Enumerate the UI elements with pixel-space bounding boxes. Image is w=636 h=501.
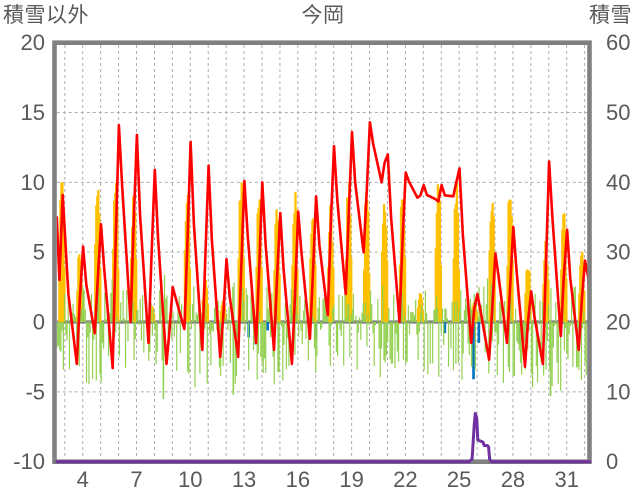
y-left-tick: 10 [21,170,45,195]
y-left-tick: -10 [13,449,45,474]
green-anomaly-bars [56,274,590,399]
left-axis-ticks: 20 15 10 5 0 -5 -10 [13,30,45,474]
plot-data-area [56,44,590,460]
left-axis-title: 積雪以外 [3,4,89,27]
y-left-tick: 15 [21,100,45,125]
x-tick: 16 [286,467,310,492]
y-right-tick: 50 [606,100,630,125]
chart-title: 今岡 [301,4,345,27]
y-left-tick: 20 [21,30,45,55]
y-right-tick: 60 [606,30,630,55]
x-tick: 4 [77,467,89,492]
snow-depth-line [55,412,592,464]
horizontal-gridlines [56,112,590,393]
x-axis-ticks: 4 7 10 13 16 19 22 25 28 31 [77,467,579,492]
right-axis-title: 積雪 [589,4,632,27]
x-tick: 28 [501,467,525,492]
x-tick: 10 [178,467,202,492]
y-left-tick: 0 [33,310,45,335]
y-left-tick: -5 [25,379,45,404]
y-right-tick: 0 [606,449,618,474]
y-right-tick: 20 [606,310,630,335]
x-tick: 19 [339,467,363,492]
x-tick: 22 [393,467,417,492]
y-right-tick: 40 [606,170,630,195]
temperature-line [56,121,590,370]
x-tick: 13 [232,467,256,492]
x-tick: 25 [447,467,471,492]
right-axis-ticks: 60 50 40 30 20 10 0 [606,30,630,474]
x-tick: 31 [554,467,578,492]
y-left-tick: 5 [33,240,45,265]
y-right-tick: 10 [606,379,630,404]
x-tick: 7 [130,467,142,492]
y-right-tick: 30 [606,240,630,265]
